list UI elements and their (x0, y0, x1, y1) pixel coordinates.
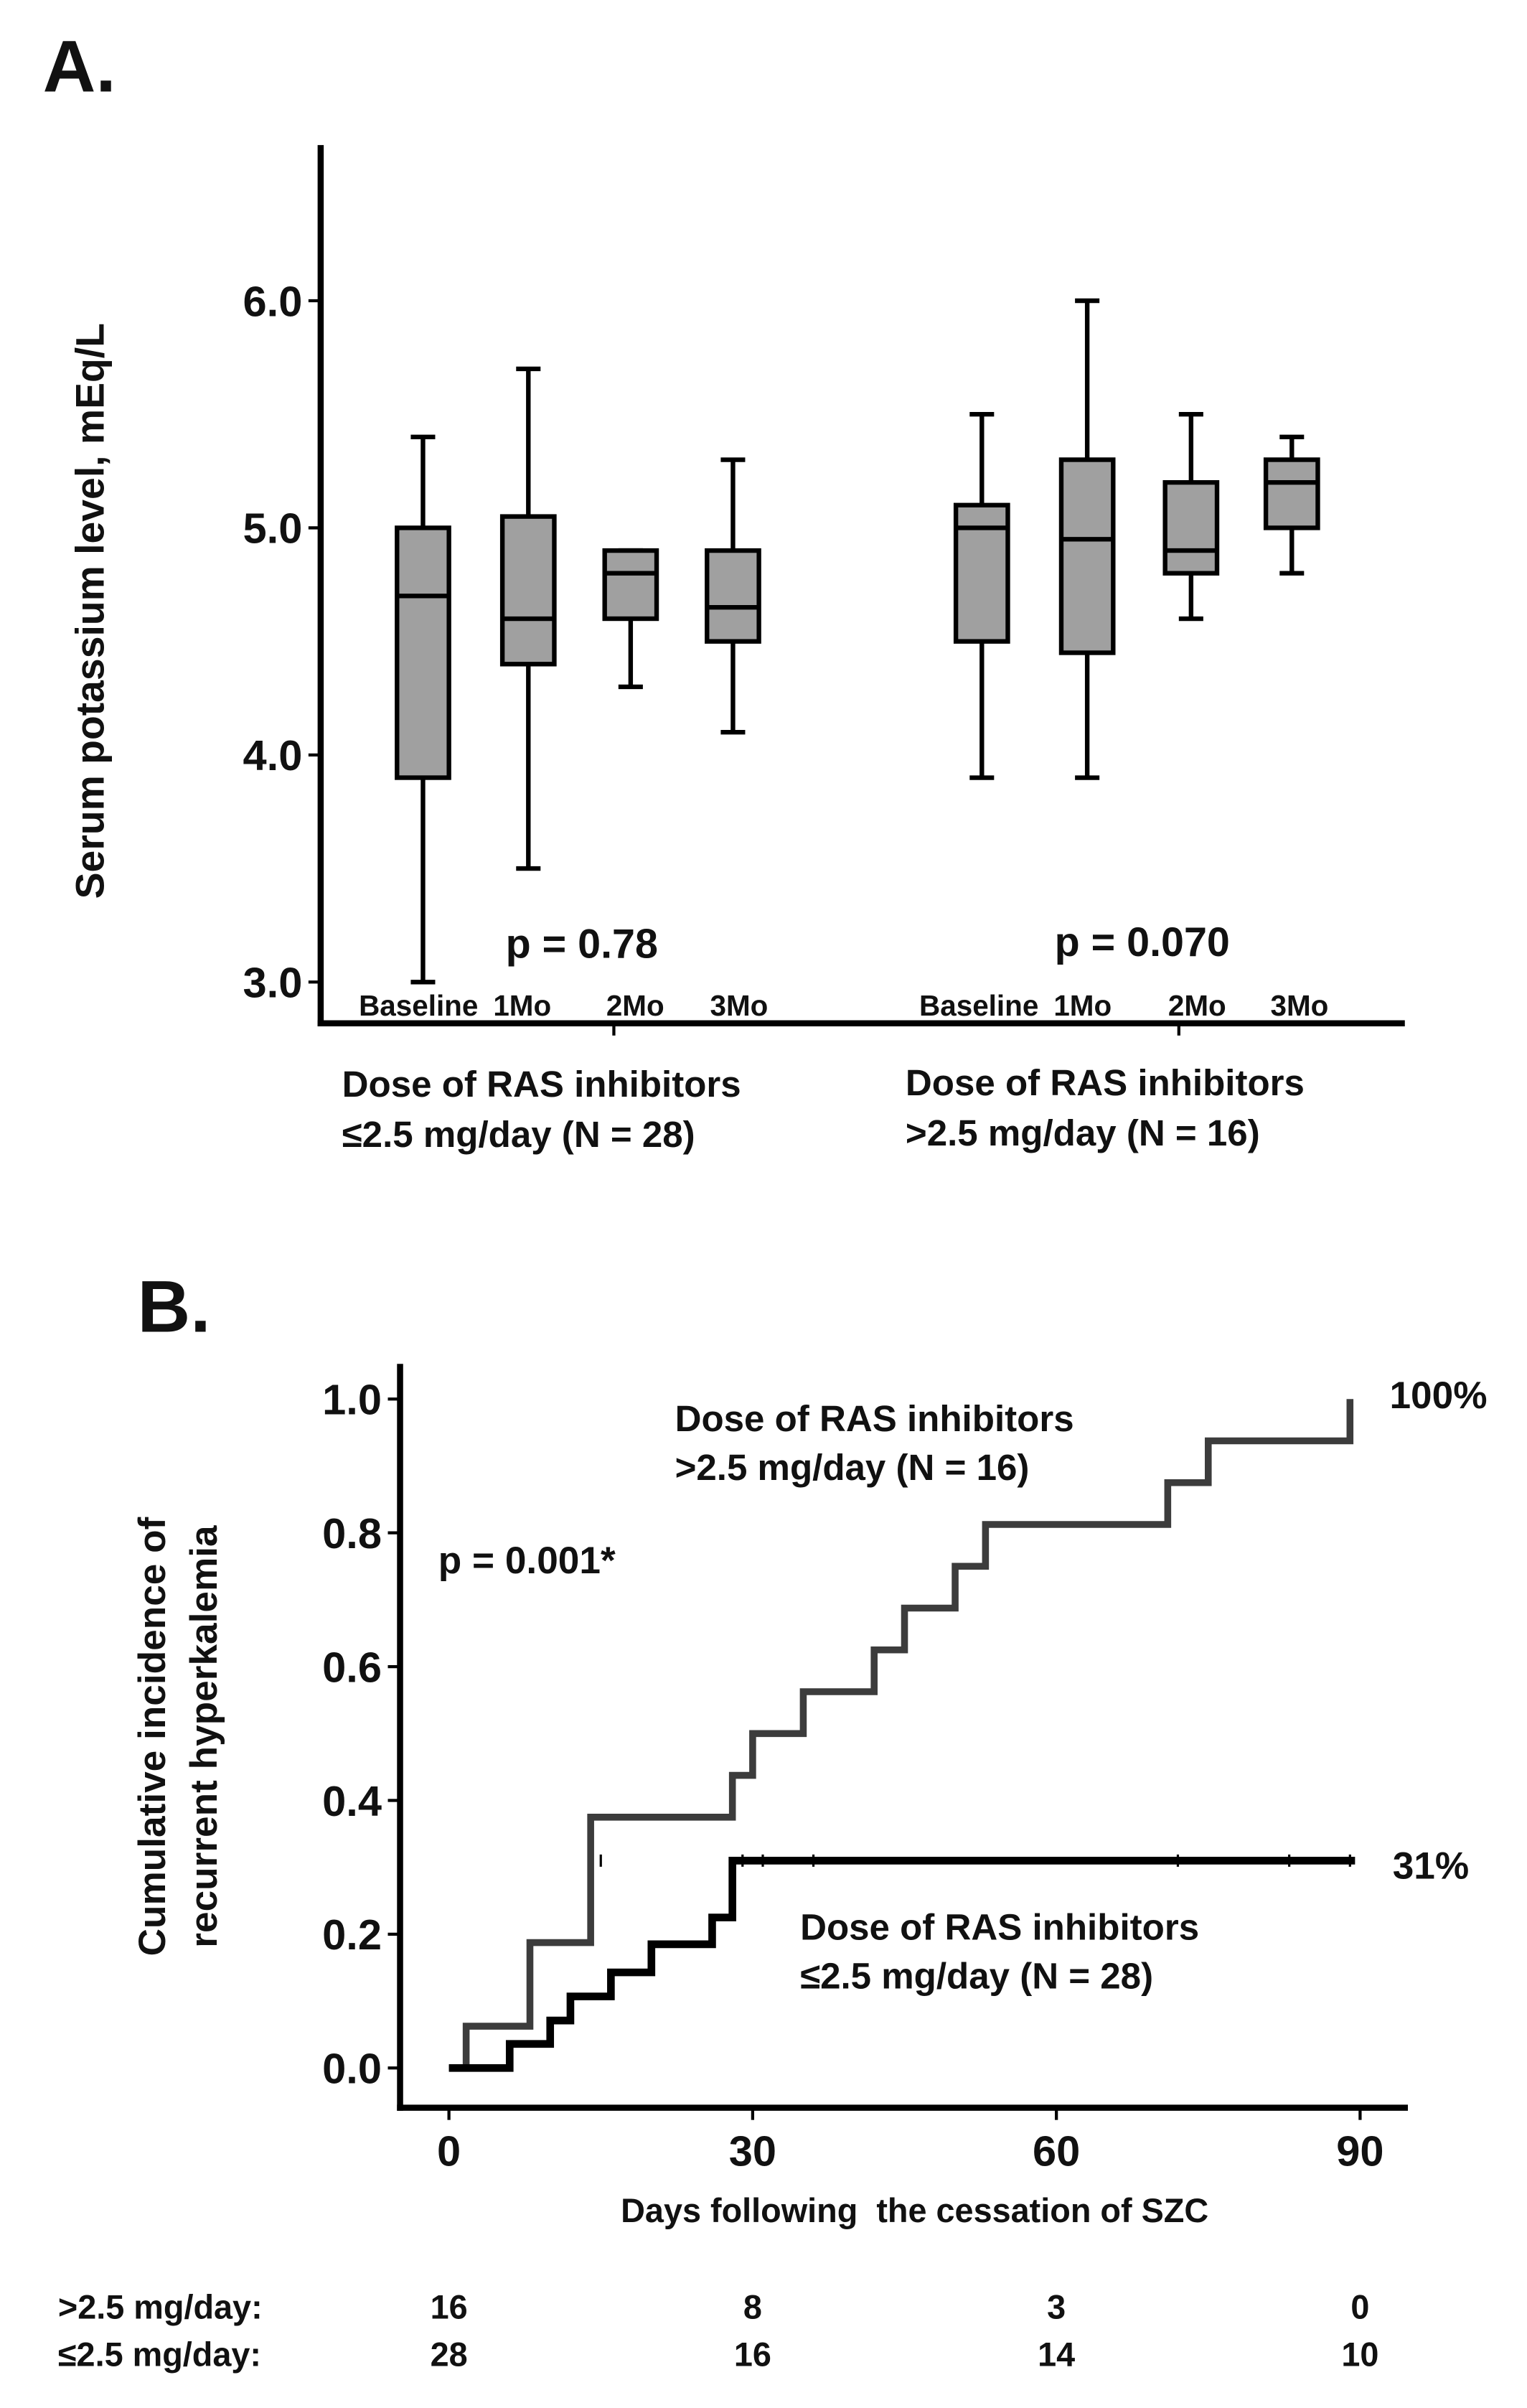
category-label: 1Mo (1053, 989, 1112, 1022)
group1-label-line2: ≤2.5 mg/day (N = 28) (342, 1114, 695, 1155)
risk-table-row-label: >2.5 mg/day: (58, 2288, 263, 2325)
risk-table-value: 10 (1341, 2336, 1378, 2373)
group1-p-value: p = 0.78 (506, 921, 658, 967)
panel-b-y-axis-label-line1: Cumulative incidence of (131, 1517, 174, 1956)
box (395, 525, 451, 780)
box (1263, 457, 1320, 530)
series1-label-line1: Dose of RAS inhibitors (675, 1398, 1074, 1439)
box (1058, 457, 1116, 655)
box (602, 548, 659, 622)
y-tick-label: 1.0 (322, 1376, 382, 1424)
panel-b-label: B. (138, 1266, 211, 1348)
y-tick-label: 0.0 (322, 2045, 382, 2093)
panel-b-p-value: p = 0.001* (438, 1540, 616, 1582)
panel-a-label: A. (43, 26, 116, 108)
y-tick-label: 0.8 (322, 1509, 382, 1557)
box (705, 548, 761, 644)
series2-label-line1: Dose of RAS inhibitors (800, 1907, 1199, 1948)
y-tick-label: 0.4 (322, 1777, 382, 1825)
panel-b-y-axis-label-line2: recurrent hyperkalemia (183, 1525, 225, 1948)
risk-table-value: 14 (1038, 2336, 1075, 2373)
x-tick-label: 30 (729, 2127, 776, 2175)
y-tick-label: 3.0 (243, 959, 303, 1007)
category-label: 1Mo (493, 989, 551, 1022)
panel-a-y-axis-label: Serum potassium level, mEq/L (68, 323, 113, 899)
y-tick-label: 5.0 (243, 505, 303, 553)
category-label: Baseline (359, 989, 478, 1022)
risk-table-row-label: ≤2.5 mg/day: (58, 2336, 261, 2373)
category-label: 2Mo (1168, 989, 1226, 1022)
category-label: 2Mo (606, 989, 664, 1022)
y-tick-label: 6.0 (243, 277, 303, 325)
group2-label-line2: >2.5 mg/day (N = 16) (906, 1112, 1260, 1153)
series2-end-label: 31% (1393, 1845, 1469, 1887)
group2-label-line1: Dose of RAS inhibitors (906, 1062, 1305, 1103)
series1-label-line2: >2.5 mg/day (N = 16) (675, 1447, 1030, 1488)
risk-table-value: 0 (1350, 2288, 1369, 2325)
km-curve-series-1 (448, 1399, 1354, 2072)
box (499, 514, 557, 667)
box (1162, 479, 1220, 576)
category-label: Baseline (919, 989, 1038, 1022)
category-label: 3Mo (1270, 989, 1328, 1022)
y-tick-label: 0.2 (322, 1911, 382, 1959)
risk-table-value: 16 (734, 2336, 771, 2373)
y-tick-label: 4.0 (243, 731, 303, 779)
risk-table-value: 8 (743, 2288, 762, 2325)
risk-table-value: 28 (431, 2336, 468, 2373)
series1-end-label: 100% (1389, 1374, 1487, 1417)
x-tick-label: 90 (1336, 2127, 1383, 2175)
category-label: 3Mo (710, 989, 769, 1022)
group2-p-value: p = 0.070 (1055, 919, 1230, 965)
x-tick-label: 0 (437, 2127, 461, 2175)
group1-label-line1: Dose of RAS inhibitors (342, 1064, 741, 1105)
series2-label-line2: ≤2.5 mg/day (N = 28) (800, 1956, 1153, 1997)
risk-table-value: 16 (431, 2288, 468, 2325)
x-tick-label: 60 (1033, 2127, 1080, 2175)
y-tick-label: 0.6 (322, 1643, 382, 1691)
risk-table-value: 3 (1047, 2288, 1066, 2325)
panel-b-x-axis-label: Days following the cessation of SZC (621, 2192, 1208, 2229)
km-curve-series-2 (448, 1857, 1355, 2072)
